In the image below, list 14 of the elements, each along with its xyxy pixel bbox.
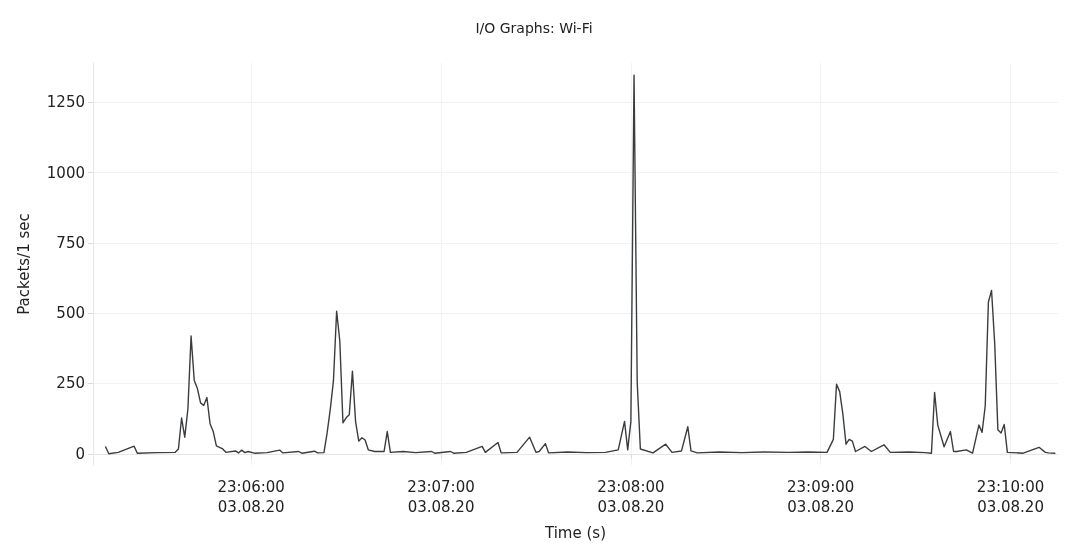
y-tick-label: 1000 [46,163,85,182]
x-tick-label: 23:06:00 03.08.20 [217,478,285,516]
chart-title: I/O Graphs: Wi-Fi [475,20,593,36]
x-tick-label: 23:08:00 03.08.20 [597,478,665,516]
x-tick-label: 23:07:00 03.08.20 [407,478,475,516]
x-tick-label: 23:10:00 03.08.20 [976,478,1045,516]
y-tick-label: 0 [75,444,85,463]
y-tick-label: 250 [56,374,85,393]
y-tick-label: 1250 [46,93,85,112]
x-tick-label: 23:09:00 03.08.20 [787,478,855,516]
y-tick-label: 750 [56,233,85,252]
x-axis-title: Time (s) [544,523,606,542]
y-axis-title: Packets/1 sec [14,213,33,315]
y-tick-label: 500 [56,304,85,323]
